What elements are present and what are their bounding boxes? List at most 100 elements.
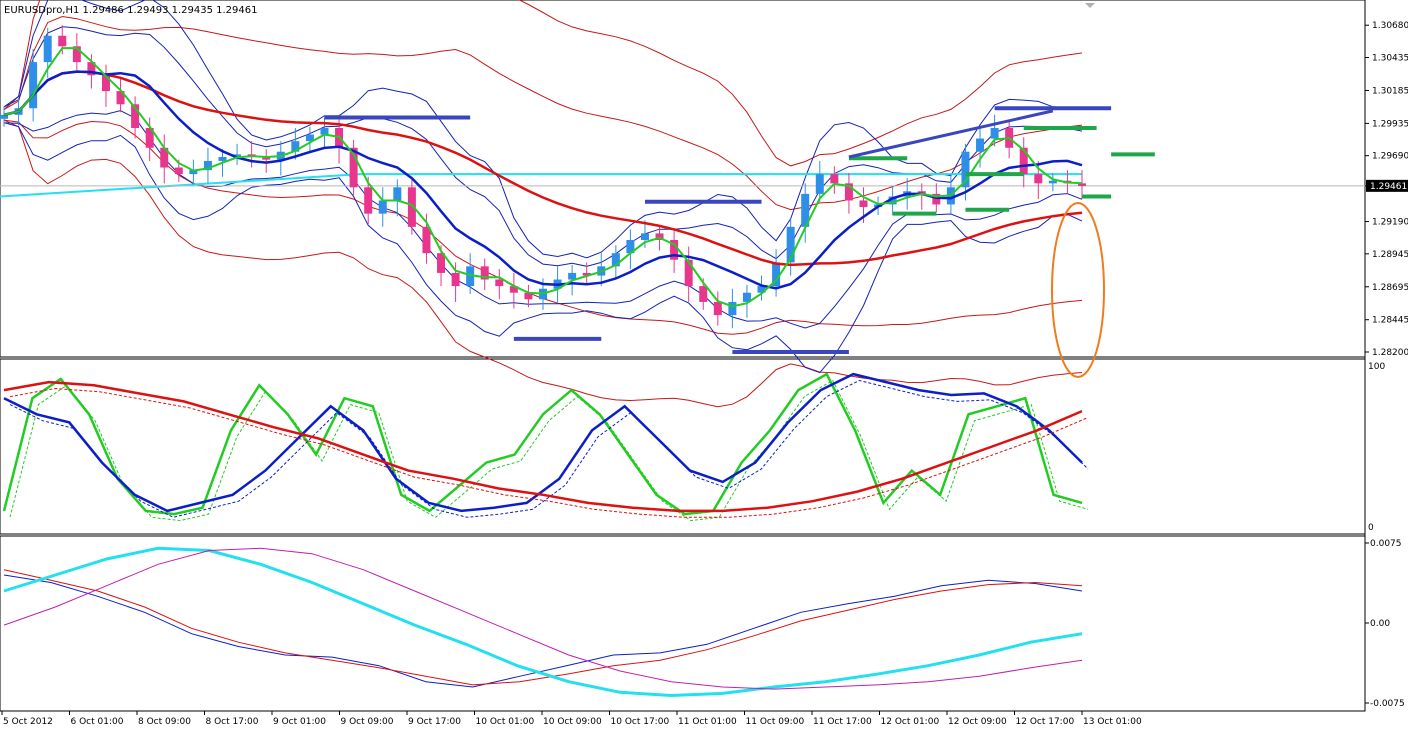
candle-body	[58, 35, 67, 47]
price-tick-label: 1.28445	[1372, 316, 1408, 326]
shift-marker[interactable]	[1085, 3, 1095, 8]
candle-body	[145, 128, 154, 148]
candle-body	[757, 286, 766, 293]
candle-body	[349, 147, 358, 188]
candle-body	[437, 253, 446, 273]
stoch-series-1	[3, 372, 1083, 513]
stoch-signal-2	[9, 387, 1089, 518]
price-tick-label: 1.30680	[1372, 21, 1408, 31]
time-tick-label: 10 Oct 17:00	[611, 717, 670, 727]
osc-series-0	[3, 574, 1083, 688]
candle-body	[233, 154, 242, 157]
osc-series-3	[3, 547, 1083, 690]
candle-body	[116, 91, 125, 105]
stoch-series-0	[2, 372, 1083, 516]
price-tick-label: 1.28200	[1372, 348, 1408, 358]
candle-body	[262, 156, 271, 160]
price-plot	[0, 0, 1365, 408]
stoch-tick-label: 0	[1368, 523, 1374, 533]
osc-series-1	[3, 569, 1083, 686]
candle-body	[961, 151, 970, 188]
candle-body	[320, 128, 329, 135]
candle-body	[422, 226, 431, 254]
time-tick-label: 9 Oct 17:00	[408, 717, 461, 727]
red-upper-band-0	[3, 15, 1083, 211]
osc-tick-label: 0.00	[1370, 619, 1390, 629]
mid-ma-line	[3, 70, 1083, 290]
candle-body	[699, 286, 708, 302]
candle-body	[670, 240, 679, 260]
slow-ma-line	[3, 70, 1083, 267]
time-tick-label: 11 Oct 09:00	[746, 717, 805, 727]
symbol-header: EURUSDpro,H1 1.29486 1.29493 1.29435 1.2…	[4, 5, 258, 16]
candle-body	[72, 46, 81, 63]
candle-body	[451, 272, 460, 287]
candle-body	[29, 62, 38, 109]
candle-body	[728, 301, 737, 316]
candle-body	[772, 262, 781, 287]
stochastic-panel[interactable]	[0, 358, 1366, 535]
candle-body	[480, 266, 489, 280]
current-price-tag	[1366, 179, 1408, 192]
candle-body	[524, 292, 533, 300]
price-tick-label: 1.30435	[1372, 54, 1408, 64]
candle-body	[87, 62, 96, 76]
time-tick-label: 12 Oct 17:00	[1016, 717, 1075, 727]
blue-upper-band-1	[3, 0, 1083, 259]
candle-body	[640, 233, 649, 240]
time-tick-label: 11 Oct 17:00	[813, 717, 872, 727]
candle-body	[990, 128, 999, 139]
candle-body	[1048, 180, 1057, 184]
osc-tick-label: -0.0075	[1370, 699, 1405, 709]
candle-body	[859, 200, 868, 208]
stoch-signal-1	[9, 379, 1089, 518]
stochastic-plot	[2, 372, 1089, 522]
time-tick-label: 8 Oct 17:00	[206, 717, 259, 727]
candle-body	[801, 193, 810, 227]
time-tick-label: 13 Oct 01:00	[1083, 717, 1142, 727]
candle-body	[378, 200, 387, 214]
time-tick-label: 11 Oct 01:00	[678, 717, 737, 727]
candle-body	[189, 170, 198, 175]
oscillator-axis: 0.0075 0.00 -0.0075	[1365, 539, 1405, 709]
candle-body	[0, 114, 8, 119]
red-lower-band-1	[3, 119, 1083, 408]
candle-body	[466, 266, 475, 287]
candle-body	[742, 292, 751, 302]
red-upper-band-1	[3, 0, 1083, 167]
stoch-signal-0	[9, 379, 1089, 522]
candle-body	[291, 141, 300, 152]
candle-body	[174, 167, 183, 175]
current-price-label: 1.29461	[1370, 182, 1407, 192]
price-panel[interactable]	[0, 0, 1366, 358]
fast-ma-line	[3, 47, 1083, 308]
trend-line	[848, 109, 1054, 159]
candle-body	[917, 191, 926, 194]
candle-body	[655, 233, 664, 240]
stoch-series-2	[3, 380, 1083, 513]
highlight-ellipse	[1051, 202, 1105, 378]
candle-body	[611, 253, 620, 267]
osc-tick-label: 0.0075	[1370, 539, 1402, 549]
time-tick-label: 5 Oct 2012	[3, 717, 53, 727]
price-tick-label: 1.28695	[1372, 283, 1408, 293]
price-tick-label: 1.29690	[1372, 152, 1408, 162]
candle-body	[131, 104, 140, 128]
price-tick-label: 1.29935	[1372, 119, 1408, 129]
cyan-line	[0, 173, 1082, 198]
price-tick-label: 1.29190	[1372, 218, 1408, 228]
candle-body	[43, 35, 52, 63]
blue-lower-band-1	[3, 122, 1083, 374]
candle-body	[568, 272, 577, 280]
time-tick-label: 9 Oct 09:00	[341, 717, 394, 727]
candle-body	[1078, 183, 1086, 186]
osc-series-2	[3, 546, 1083, 698]
time-tick-label: 10 Oct 09:00	[543, 717, 602, 727]
candle-body	[844, 183, 853, 201]
candle-body	[786, 226, 795, 263]
oscillator-panel[interactable]	[0, 535, 1366, 712]
price-axis: 1.30680 1.30435 1.30185 1.29935 1.29690 1.294…	[1365, 21, 1408, 358]
candle-body	[830, 174, 839, 184]
candle-body	[160, 147, 169, 168]
